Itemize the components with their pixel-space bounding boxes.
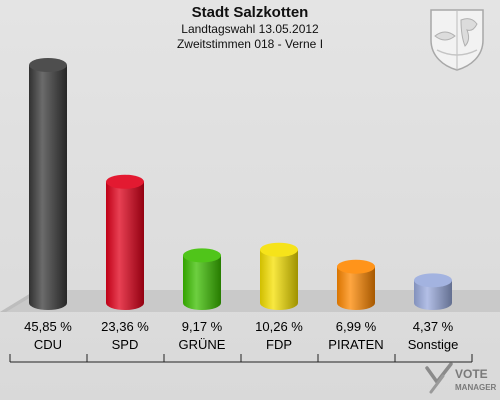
category-label-cdu: CDU (34, 337, 62, 352)
bar-fdp (260, 249, 298, 310)
bar-top-spd (106, 174, 144, 189)
watermark-manager: MANAGER (455, 383, 497, 392)
watermark-vote: VOTE (455, 367, 488, 381)
bar-sonstige (414, 280, 452, 310)
chart-subtitle-district: Zweitstimmen 018 - Verne I (176, 37, 324, 51)
chart-header: Stadt Salzkotten Landtagswahl 13.05.2012… (0, 4, 500, 52)
bar-top-cdu (29, 58, 67, 72)
value-label-piraten: 6,99 % (336, 319, 377, 334)
bar-top-sonstige (414, 273, 452, 288)
chart-floor-edge (0, 290, 36, 312)
coat-of-arms-icon (430, 9, 484, 71)
category-label-piraten: PIRATEN (328, 337, 383, 352)
category-label-grüne: GRÜNE (179, 337, 226, 352)
vote-manager-logo: VOTE MANAGER (425, 362, 497, 394)
category-label-spd: SPD (112, 337, 139, 352)
chart-title: Stadt Salzkotten (191, 4, 309, 21)
bar-spd (106, 181, 144, 310)
chart-subtitle-election: Landtagswahl 13.05.2012 (181, 22, 319, 36)
bar-top-fdp (260, 242, 298, 257)
bar-piraten (337, 266, 375, 310)
bar-grüne (183, 255, 221, 310)
category-label-sonstige: Sonstige (408, 337, 459, 352)
value-label-spd: 23,36 % (101, 319, 149, 334)
value-label-sonstige: 4,37 % (413, 319, 454, 334)
category-label-fdp: FDP (266, 337, 292, 352)
bar-cdu (29, 65, 67, 310)
value-label-cdu: 45,85 % (24, 319, 72, 334)
bar-top-grüne (183, 248, 221, 263)
value-label-grüne: 9,17 % (182, 319, 223, 334)
bar-top-piraten (337, 259, 375, 274)
value-label-fdp: 10,26 % (255, 319, 303, 334)
